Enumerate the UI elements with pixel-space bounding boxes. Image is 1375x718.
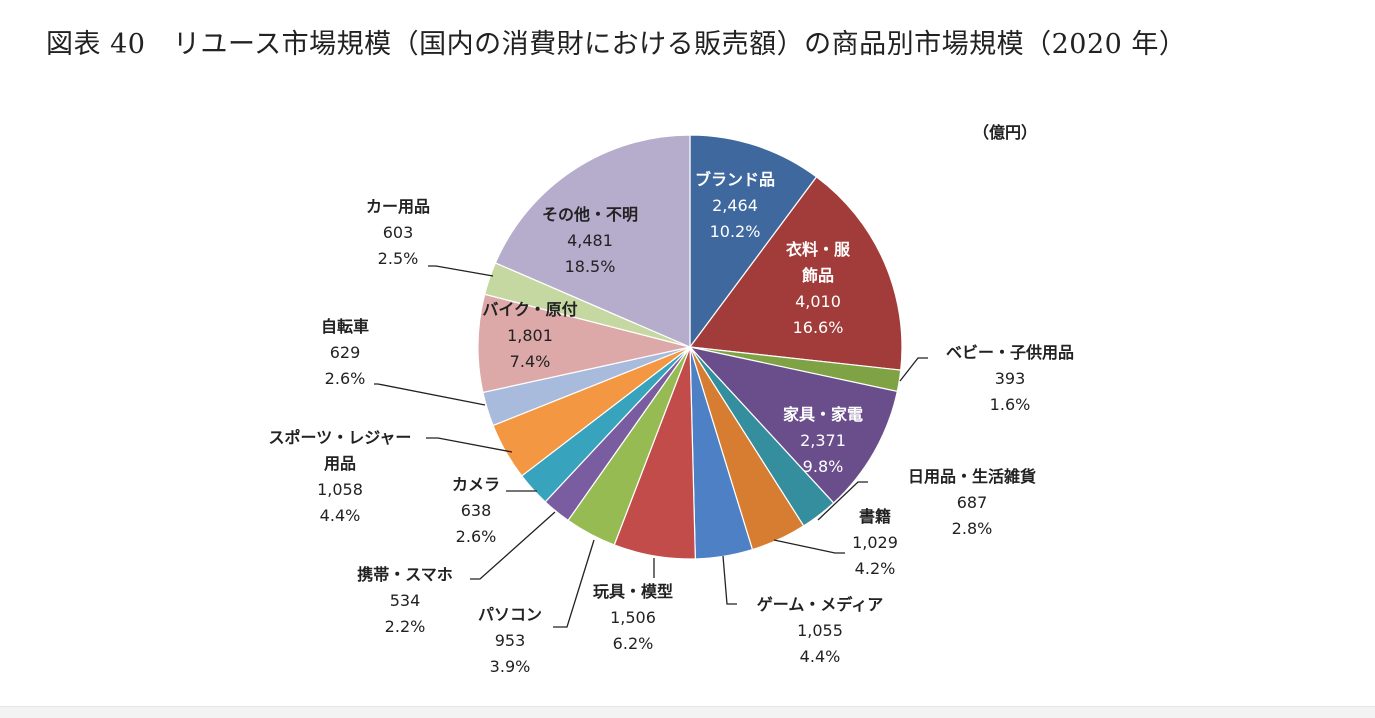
pie-slice: [494, 134, 691, 348]
slice-label-share: 2.2%: [385, 617, 426, 636]
slice-label: その他・不明 4,481 18.5%: [542, 205, 638, 276]
slice-label-share: 9.8%: [803, 457, 844, 476]
leader-line: [374, 383, 486, 406]
slice-label-value: 1,801: [507, 326, 553, 345]
slice-label-name: 玩具・模型: [593, 582, 673, 601]
slice-label-name: その他・不明: [542, 205, 638, 224]
leader-line: [899, 357, 928, 382]
slice-label: 自転車 629 2.6%: [321, 317, 369, 388]
slice-label-value: 4,481: [567, 231, 613, 250]
slice-label-value: 2,464: [712, 196, 758, 215]
slice-label-name: ゲーム・メディア: [757, 595, 883, 614]
unit-label: （億円）: [973, 123, 1037, 142]
slice-label-value: 638: [461, 501, 492, 520]
slice-label-name: スポーツ・レジャー: [269, 428, 412, 447]
slice-label-name: ベビー・子供用品: [946, 343, 1074, 362]
slice-label-name: 飾品: [802, 266, 834, 285]
slice-labels: ブランド品 2,464 10.2% 衣料・服飾品 4,010 16.6% ベビー・子供用品 3…: [269, 170, 1074, 676]
slice-label-share: 3.9%: [490, 657, 531, 676]
pie-slice: [689, 134, 818, 349]
slice-label-name: 書籍: [859, 507, 891, 526]
pie-slice: [688, 346, 899, 504]
slice-label-name: パソコン: [478, 605, 542, 624]
leader-lines: [374, 265, 928, 628]
slice-label-share: 1.6%: [990, 395, 1031, 414]
slice-label-value: 1,506: [610, 608, 656, 627]
slice-label: カー用品 603 2.5%: [366, 197, 430, 268]
leader-line: [553, 539, 595, 628]
slice-label: カメラ 638 2.6%: [452, 475, 500, 546]
slice-label: 家具・家電 2,371 9.8%: [783, 405, 863, 476]
slice-label-name: 携帯・スマホ: [357, 565, 453, 584]
leader-line: [428, 265, 494, 277]
slice-label: 玩具・模型 1,506 6.2%: [593, 582, 673, 653]
slice-label: バイク・原付 1,801 7.4%: [482, 300, 577, 371]
slice-label-share: 2.6%: [325, 369, 366, 388]
slice-label-share: 2.5%: [378, 249, 419, 268]
slice-label: ベビー・子供用品 393 1.6%: [946, 343, 1074, 414]
slice-label-value: 1,055: [797, 621, 843, 640]
slice-label-share: 2.8%: [952, 519, 993, 538]
leader-line: [773, 539, 845, 554]
slice-label-share: 4.2%: [855, 559, 896, 578]
slice-label-share: 2.6%: [456, 527, 497, 546]
slice-label: ブランド品 2,464 10.2%: [695, 170, 775, 241]
slice-label-value: 603: [383, 223, 414, 242]
slice-label-value: 4,010: [795, 292, 841, 311]
slice-label-share: 7.4%: [510, 352, 551, 371]
slice-label-name: 衣料・服: [786, 240, 851, 259]
slice-label-name: 自転車: [321, 317, 369, 336]
pie-slice: [477, 293, 691, 394]
page-footer-band: [0, 706, 1375, 718]
slice-label: ゲーム・メディア 1,055 4.4%: [757, 595, 883, 666]
slice-label-name: バイク・原付: [482, 300, 577, 319]
slice-label-value: 393: [995, 369, 1026, 388]
slice-label-name: ブランド品: [695, 170, 775, 189]
slice-label-share: 18.5%: [565, 257, 616, 276]
slice-label-name: 用品: [324, 454, 356, 473]
pie-slice: [688, 176, 903, 371]
pie-slices: [477, 134, 903, 560]
slice-label-value: 629: [330, 343, 361, 362]
slice-label-share: 4.4%: [800, 647, 841, 666]
slice-label-value: 953: [495, 631, 526, 650]
slice-label-share: 4.4%: [320, 506, 361, 525]
slice-label-share: 6.2%: [613, 634, 654, 653]
slice-label-value: 687: [957, 493, 988, 512]
slice-label-name: 日用品・生活雑貨: [908, 467, 1036, 486]
slice-label: 書籍 1,029 4.2%: [852, 507, 898, 578]
chart-title: 図表 40 リユース市場規模（国内の消費財における販売額）の商品別市場規模（20…: [46, 29, 1187, 60]
slice-label: 衣料・服飾品 4,010 16.6%: [786, 240, 851, 337]
slice-label-name: 家具・家電: [783, 405, 863, 424]
leader-line: [426, 437, 513, 453]
leader-line: [470, 511, 556, 580]
slice-label-value: 534: [390, 591, 421, 610]
slice-label-value: 1,029: [852, 533, 898, 552]
slice-label-share: 10.2%: [710, 222, 761, 241]
slice-label-name: カメラ: [452, 475, 500, 494]
slice-label: パソコン 953 3.9%: [478, 605, 542, 676]
slice-label-value: 1,058: [317, 480, 363, 499]
slice-label-name: カー用品: [366, 197, 430, 216]
slice-label-value: 2,371: [800, 431, 846, 450]
slice-label: 携帯・スマホ 534 2.2%: [357, 565, 453, 636]
leader-line: [722, 555, 737, 605]
slice-label: 日用品・生活雑貨 687 2.8%: [908, 467, 1036, 538]
leader-line: [817, 481, 868, 521]
slice-label-share: 16.6%: [793, 318, 844, 337]
